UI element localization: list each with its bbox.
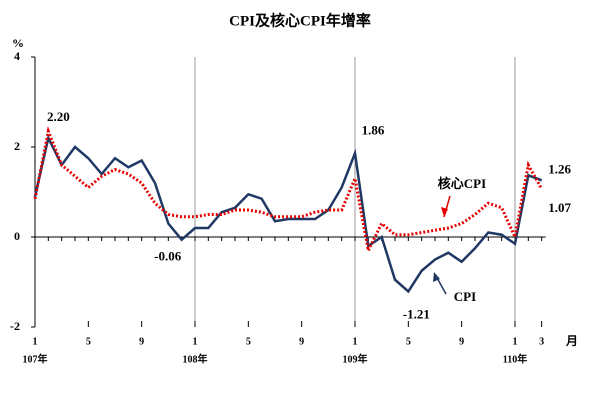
data-label: 1.07: [548, 200, 571, 215]
x-tick-label: 1: [33, 336, 38, 347]
arrow-head: [433, 272, 440, 282]
y-tick-label: 4: [14, 49, 20, 63]
series-name: CPI: [454, 289, 476, 304]
data-label: 1.86: [362, 122, 385, 137]
y-tick-label: 2: [14, 139, 20, 153]
series-name: 核心CPI: [438, 176, 486, 191]
year-label: 110年: [503, 352, 527, 365]
x-tick-label: 1: [512, 336, 517, 347]
arrow-head: [441, 207, 448, 217]
x-tick-label: 1: [192, 336, 197, 347]
x-tick-label: 9: [299, 336, 304, 347]
x-tick-label: 1: [352, 336, 357, 347]
x-unit: 月: [565, 334, 578, 348]
data-label: 2.20: [47, 109, 70, 124]
data-label: 1.26: [548, 161, 571, 176]
y-tick-label: 0: [14, 229, 20, 243]
chart-title: CPI及核心CPI年增率: [229, 11, 371, 29]
x-tick-label: 9: [139, 336, 144, 347]
year-label: 107年: [23, 352, 48, 365]
data-label: -1.21: [403, 306, 430, 321]
year-label: 109年: [342, 352, 367, 365]
series-line: [33, 125, 543, 256]
series-line: [33, 134, 543, 294]
year-label: 108年: [182, 352, 207, 365]
x-tick-label: 3: [539, 336, 544, 347]
x-tick-label: 5: [86, 336, 91, 347]
y-unit: %: [12, 36, 24, 50]
x-tick-label: 5: [406, 336, 411, 347]
data-label: -0.06: [154, 249, 182, 264]
x-tick-label: 9: [459, 336, 464, 347]
x-tick-label: 5: [246, 336, 251, 347]
y-tick-label: -2: [10, 319, 20, 333]
